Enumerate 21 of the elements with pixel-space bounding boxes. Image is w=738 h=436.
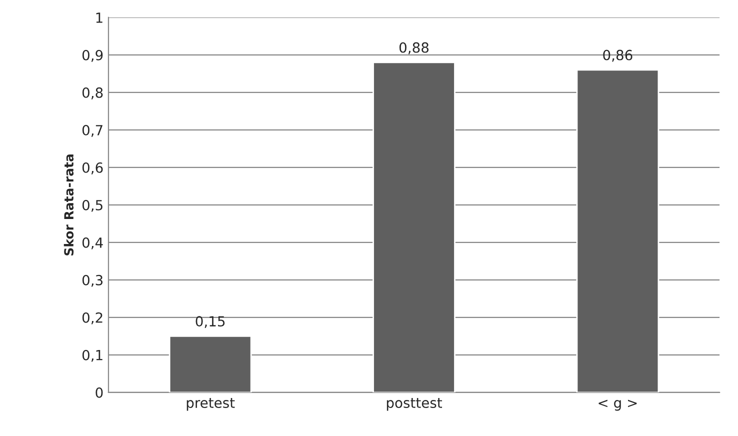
y-tick-label: 1 (96, 12, 102, 23)
y-tick-label: 0,8 (82, 87, 103, 100)
x-tick-label: posttest (386, 398, 442, 411)
y-tick-label: 0,4 (82, 237, 103, 250)
y-tick-label: 0,9 (82, 50, 103, 62)
data-label: 0,88 (399, 42, 429, 54)
x-tick-label: pretest (186, 398, 235, 411)
y-tick-label: 0,1 (82, 350, 102, 362)
bar (168, 335, 252, 392)
data-label: 0,86 (603, 50, 632, 62)
bar (372, 62, 456, 392)
y-tick-label: 0,5 (82, 200, 102, 212)
y-tick-label: 0,6 (82, 162, 103, 174)
y-tick-label: 0 (96, 387, 103, 398)
y-tick-label: 0,2 (82, 312, 102, 324)
y-axis-title: Skor Rata-rata (64, 154, 74, 256)
x-tick-label: < g > (598, 400, 637, 411)
bar (576, 69, 660, 392)
y-tick-label: 0,7 (82, 124, 102, 137)
data-label: 0,15 (196, 316, 225, 328)
y-tick-label: 0,3 (82, 274, 103, 287)
